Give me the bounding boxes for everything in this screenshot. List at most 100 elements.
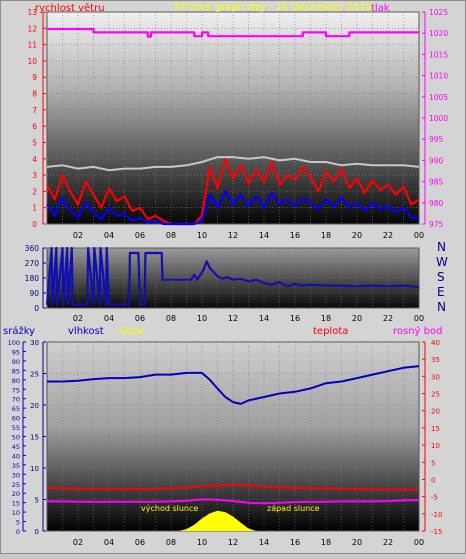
temperature-axis-tick-label: -15 xyxy=(431,528,442,536)
rain-axis-tick-label: 75 xyxy=(12,386,20,394)
temperature-axis-tick-label: 35 xyxy=(431,356,440,364)
panel2-series xyxy=(45,246,420,306)
wind-axis-tick-label: 1 xyxy=(32,204,37,213)
wind-axis-tick-label: 11 xyxy=(27,41,37,50)
panel3-x-tick-label: 12 xyxy=(228,538,238,547)
pressure-axis-tick-label: 995 xyxy=(429,135,444,144)
panel2-x-tick-label: 22 xyxy=(383,314,393,323)
rain-axis-tick-label: 20 xyxy=(12,490,20,498)
direction-axis-tick-label: 270 xyxy=(25,259,40,268)
wind-axis-tick-label: 8 xyxy=(32,90,37,99)
compass-east: E xyxy=(437,285,445,299)
panel2-x-tick-label: 16 xyxy=(290,314,300,323)
panel2-x-tick-label: 06 xyxy=(135,314,145,323)
panel3-x-tick-label: 18 xyxy=(321,538,331,547)
panel3-x-tick-label: 14 xyxy=(259,538,269,547)
pressure-axis-tick-label: 975 xyxy=(429,220,444,229)
humidity-axis-tick-label: 0 xyxy=(35,528,39,536)
wind-axis-tick-label: 9 xyxy=(32,73,37,82)
rain-axis-tick-label: 55 xyxy=(12,424,20,432)
wind-axis-tick-label: 12 xyxy=(27,24,37,33)
pressure-axis-tick-label: 1000 xyxy=(429,114,448,123)
sunrise-label: východ slunce xyxy=(141,504,198,513)
solar-area xyxy=(178,510,257,531)
pressure-axis-tick-label: 980 xyxy=(429,199,444,208)
temperature-axis-tick-label: -5 xyxy=(431,494,438,502)
rain-axis-tick-label: 40 xyxy=(12,452,20,460)
wind-gust-line xyxy=(46,156,420,172)
panel1-x-tick-label: 10 xyxy=(197,231,207,240)
rain-axis-tick-label: 70 xyxy=(12,396,20,404)
wind-axis-tick-label: 4 xyxy=(32,155,37,164)
panel1-x-tick-label: 16 xyxy=(290,231,300,240)
rain-axis-tick-label: 25 xyxy=(12,481,20,489)
wind-axis-tick-label: 2 xyxy=(32,187,37,196)
panel3-series xyxy=(46,365,420,531)
panel3-x-tick-label: 00 xyxy=(414,538,424,547)
humidity-axis-tick-label: 20 xyxy=(30,402,39,410)
pressure-line xyxy=(47,27,419,38)
pressure-axis-tick-label: 990 xyxy=(429,156,444,165)
rain-axis-tick-label: 95 xyxy=(12,348,20,356)
direction-axis-tick-label: 360 xyxy=(25,244,40,253)
panel3-x-tick-label: 22 xyxy=(383,538,393,547)
chart-title: 24 hour graph day : 15 December 2018 xyxy=(173,2,372,13)
panel1-x-tick-label: 06 xyxy=(135,231,145,240)
panel2-x-tick-label: 10 xyxy=(197,314,207,323)
panel2-x-tick-label: 18 xyxy=(321,314,331,323)
panel1-x-tick-label: 04 xyxy=(104,231,114,240)
temperature-label: teplota xyxy=(313,326,348,337)
pressure-axis-tick-label: 1010 xyxy=(429,72,448,81)
dewpoint-line xyxy=(47,498,420,505)
panel1-series xyxy=(46,27,420,226)
temperature-axis-tick-label: 10 xyxy=(431,442,440,450)
pressure-axis-tick-label: 985 xyxy=(429,178,444,187)
panel3-x-tick-label: 08 xyxy=(166,538,176,547)
panel2-x-tick-label: 08 xyxy=(166,314,176,323)
humidity-label: vlhkost xyxy=(68,326,104,337)
wind-speed-label: rychlost větru xyxy=(35,2,105,14)
compass-north-bottom: N xyxy=(437,300,446,314)
rain-axis-tick-label: 30 xyxy=(12,471,20,479)
panel1-x-tick-label: 00 xyxy=(414,231,424,240)
temperature-axis-tick-label: -10 xyxy=(431,511,442,519)
panel2-x-tick-label: 00 xyxy=(414,314,424,323)
rain-axis-tick-label: 50 xyxy=(12,434,20,442)
sunset-label: západ slunce xyxy=(267,504,320,513)
rain-axis-tick-label: 10 xyxy=(12,509,20,517)
humidity-axis-tick-label: 15 xyxy=(30,434,39,442)
panel3-x-tick-label: 16 xyxy=(290,538,300,547)
panel3-x-tick-label: 04 xyxy=(104,538,114,547)
wind-average-line xyxy=(46,190,420,226)
panel2-x-tick-label: 02 xyxy=(73,314,83,323)
humidity-line xyxy=(47,365,420,405)
direction-axis-tick-label: 90 xyxy=(29,289,39,298)
panel1-x-tick-label: 14 xyxy=(259,231,269,240)
rain-axis-tick-label: 65 xyxy=(12,405,20,413)
temperature-axis-tick-label: 20 xyxy=(431,408,440,416)
temperature-line xyxy=(46,483,419,491)
rain-axis-tick-label: 5 xyxy=(16,519,20,527)
humidity-axis-tick-label: 25 xyxy=(30,371,39,379)
rain-axis-tick-label: 15 xyxy=(12,500,20,508)
panel3-x-tick-label: 02 xyxy=(73,538,83,547)
temperature-axis-tick-label: 30 xyxy=(431,373,440,381)
pressure-axis-tick-label: 1005 xyxy=(429,93,448,102)
dewpoint-label: rosný bod xyxy=(393,325,442,337)
panel1-x-tick-label: 02 xyxy=(73,231,83,240)
temperature-axis-tick-label: 5 xyxy=(431,459,435,467)
humidity-axis-tick-label: 5 xyxy=(35,497,39,505)
wind-axis-tick-label: 3 xyxy=(32,171,37,180)
wind-speed-line xyxy=(46,157,420,226)
panel1-x-tick-label: 20 xyxy=(352,231,362,240)
axes: 02 04 06 08 10 12 14 16 18 20 22 000123456789101112… xyxy=(8,8,449,547)
panel1-x-tick-label: 22 xyxy=(383,231,393,240)
wind-direction-line xyxy=(45,246,420,306)
panel1-x-tick-label: 12 xyxy=(228,231,238,240)
pressure-axis-tick-label: 1025 xyxy=(429,8,448,17)
direction-axis-tick-label: 180 xyxy=(25,274,40,283)
rain-axis-tick-label: 45 xyxy=(12,443,20,451)
temperature-axis-tick-label: 40 xyxy=(431,339,440,347)
panel3-x-tick-label: 10 xyxy=(197,538,207,547)
